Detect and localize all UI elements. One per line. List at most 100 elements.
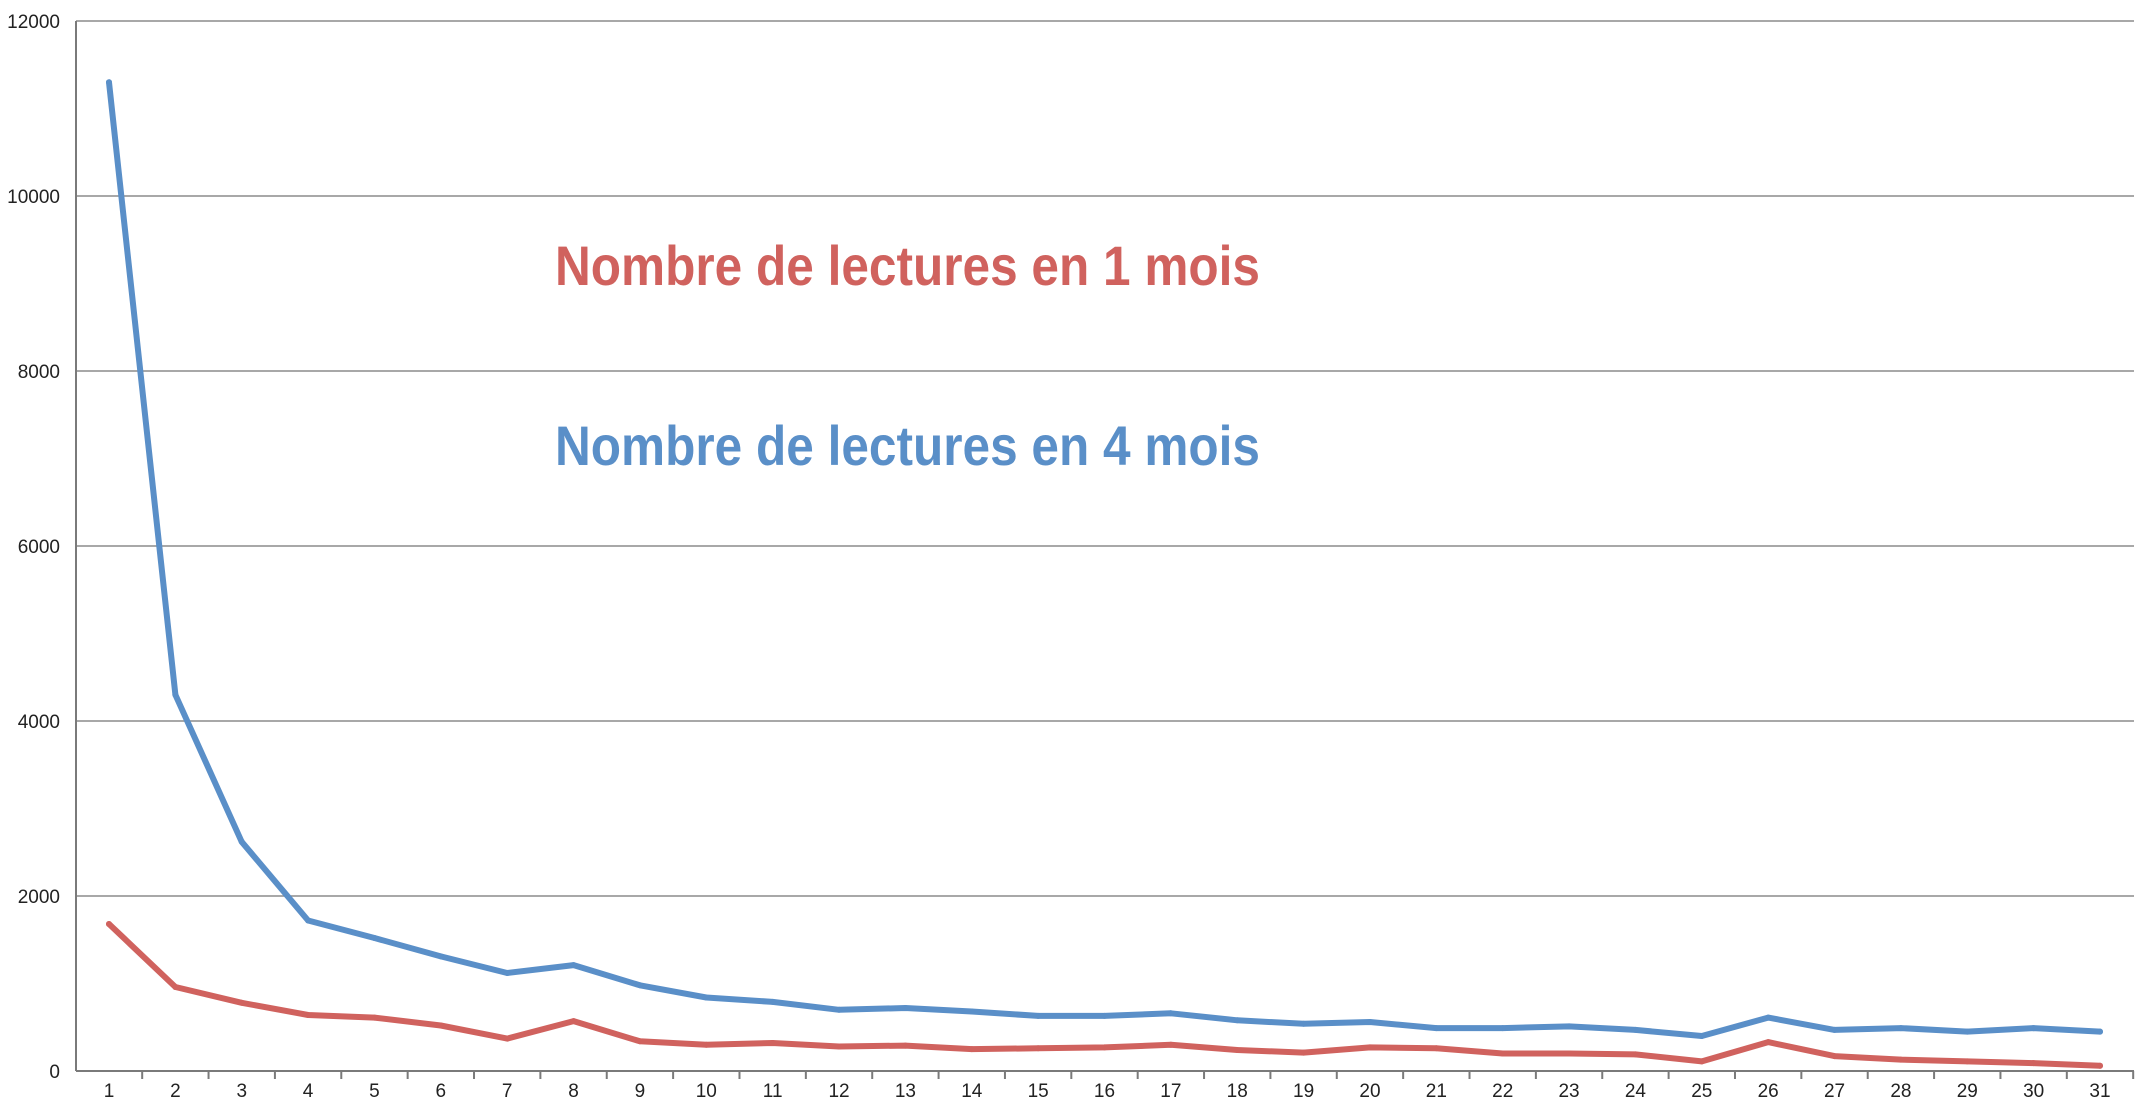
data-point	[968, 1008, 975, 1015]
y-tick-label: 4000	[18, 712, 60, 733]
data-point	[570, 1018, 577, 1025]
data-point	[106, 79, 112, 86]
data-point	[1167, 1041, 1174, 1048]
x-tick-label: 30	[2023, 1081, 2044, 1102]
data-point	[769, 1040, 776, 1046]
x-tick-label: 25	[1691, 1081, 1712, 1102]
data-point	[1765, 1039, 1772, 1046]
y-axis-tick-labels: 0 2000 4000 6000 8000 10000 12000	[7, 12, 60, 1083]
x-tick-label: 26	[1758, 1081, 1779, 1102]
data-point	[1831, 1053, 1838, 1060]
x-tick-label: 7	[502, 1081, 513, 1102]
data-point	[172, 984, 179, 990]
legend-entry-1-mois: Nombre de lectures en 1 mois	[555, 234, 1260, 297]
y-tick-label: 6000	[18, 537, 60, 558]
data-point	[1433, 1025, 1440, 1032]
x-tick-label: 22	[1492, 1081, 1513, 1102]
data-point	[1765, 1014, 1772, 1021]
data-point	[371, 1014, 378, 1021]
x-tick-label: 12	[828, 1081, 849, 1102]
data-point	[1698, 1058, 1705, 1065]
data-point	[1300, 1049, 1307, 1056]
data-point	[437, 1022, 444, 1029]
data-point	[902, 1005, 909, 1011]
y-tick-label: 0	[49, 1062, 60, 1083]
data-series	[106, 79, 2103, 1069]
data-point	[2097, 1028, 2103, 1035]
y-tick-label: 10000	[7, 187, 60, 208]
x-tick-label: 24	[1625, 1081, 1647, 1102]
x-tick-label: 29	[1957, 1081, 1978, 1102]
grid-lines	[76, 20, 2134, 897]
data-point	[1964, 1058, 1971, 1065]
data-point	[703, 994, 710, 1001]
data-point	[1632, 1026, 1639, 1033]
x-tick-label: 10	[696, 1081, 717, 1102]
data-point	[1101, 1012, 1108, 1019]
x-tick-label: 18	[1227, 1081, 1248, 1102]
x-tick-label: 19	[1293, 1081, 1314, 1102]
data-point	[2030, 1025, 2037, 1032]
data-point	[968, 1046, 975, 1053]
data-point	[504, 970, 511, 976]
x-tick-label: 31	[2089, 1081, 2110, 1102]
data-point	[1566, 1050, 1573, 1057]
x-tick-label: 27	[1824, 1081, 1845, 1102]
data-point	[238, 999, 245, 1006]
x-tick-label: 11	[763, 1081, 783, 1102]
x-tick-label: 4	[303, 1081, 314, 1102]
x-tick-label: 20	[1359, 1081, 1380, 1102]
data-point	[2097, 1062, 2103, 1069]
data-point	[636, 982, 643, 989]
data-point	[1433, 1045, 1440, 1052]
data-point	[1499, 1050, 1506, 1057]
data-point	[1897, 1056, 1904, 1063]
x-tick-label: 14	[961, 1081, 983, 1102]
axes	[75, 21, 2135, 1079]
data-point	[371, 935, 378, 941]
x-tick-label: 1	[104, 1081, 115, 1102]
legend: Nombre de lectures en 1 mois Nombre de l…	[555, 234, 1260, 477]
data-point	[305, 1012, 312, 1018]
data-point	[504, 1035, 511, 1042]
data-point	[1964, 1028, 1971, 1035]
x-tick-label: 2	[170, 1081, 181, 1102]
data-point	[1566, 1023, 1573, 1030]
data-point	[1234, 1047, 1241, 1053]
x-tick-label: 13	[895, 1081, 916, 1102]
x-tick-label: 21	[1426, 1081, 1447, 1102]
x-tick-label: 17	[1160, 1081, 1181, 1102]
data-point	[1366, 1044, 1373, 1051]
data-point	[1167, 1010, 1174, 1017]
data-point	[1035, 1045, 1042, 1052]
data-point	[902, 1042, 909, 1049]
data-point	[1897, 1025, 1904, 1032]
data-point	[238, 838, 245, 845]
data-point	[769, 998, 776, 1005]
data-point	[636, 1038, 643, 1045]
y-tick-label: 2000	[18, 887, 60, 908]
data-point	[305, 917, 312, 924]
x-tick-label: 8	[568, 1081, 579, 1102]
data-point	[1234, 1017, 1241, 1024]
data-point	[836, 1043, 843, 1050]
data-point	[1300, 1020, 1307, 1027]
legend-entry-4-mois: Nombre de lectures en 4 mois	[555, 414, 1260, 477]
x-axis-tick-labels: 1 2 3 4 5 6 7 8 9 10 11 12 13 14 15 16 17 18 19 20 21 22 23 24 2…	[104, 1081, 2111, 1102]
x-tick-label: 28	[1890, 1081, 1911, 1102]
x-tick-label: 5	[369, 1081, 380, 1102]
data-point	[172, 691, 179, 698]
x-tick-label: 6	[436, 1081, 447, 1102]
series-line-4-mois	[106, 79, 2103, 1039]
data-point	[1499, 1025, 1506, 1032]
y-tick-label: 8000	[18, 362, 60, 383]
data-point	[1632, 1051, 1639, 1058]
data-point	[1101, 1044, 1108, 1051]
data-point	[106, 921, 112, 927]
data-point	[836, 1006, 843, 1013]
x-tick-label: 15	[1028, 1081, 1049, 1102]
data-point	[703, 1041, 710, 1048]
x-tick-label: 3	[236, 1081, 247, 1102]
data-point	[2030, 1060, 2037, 1067]
